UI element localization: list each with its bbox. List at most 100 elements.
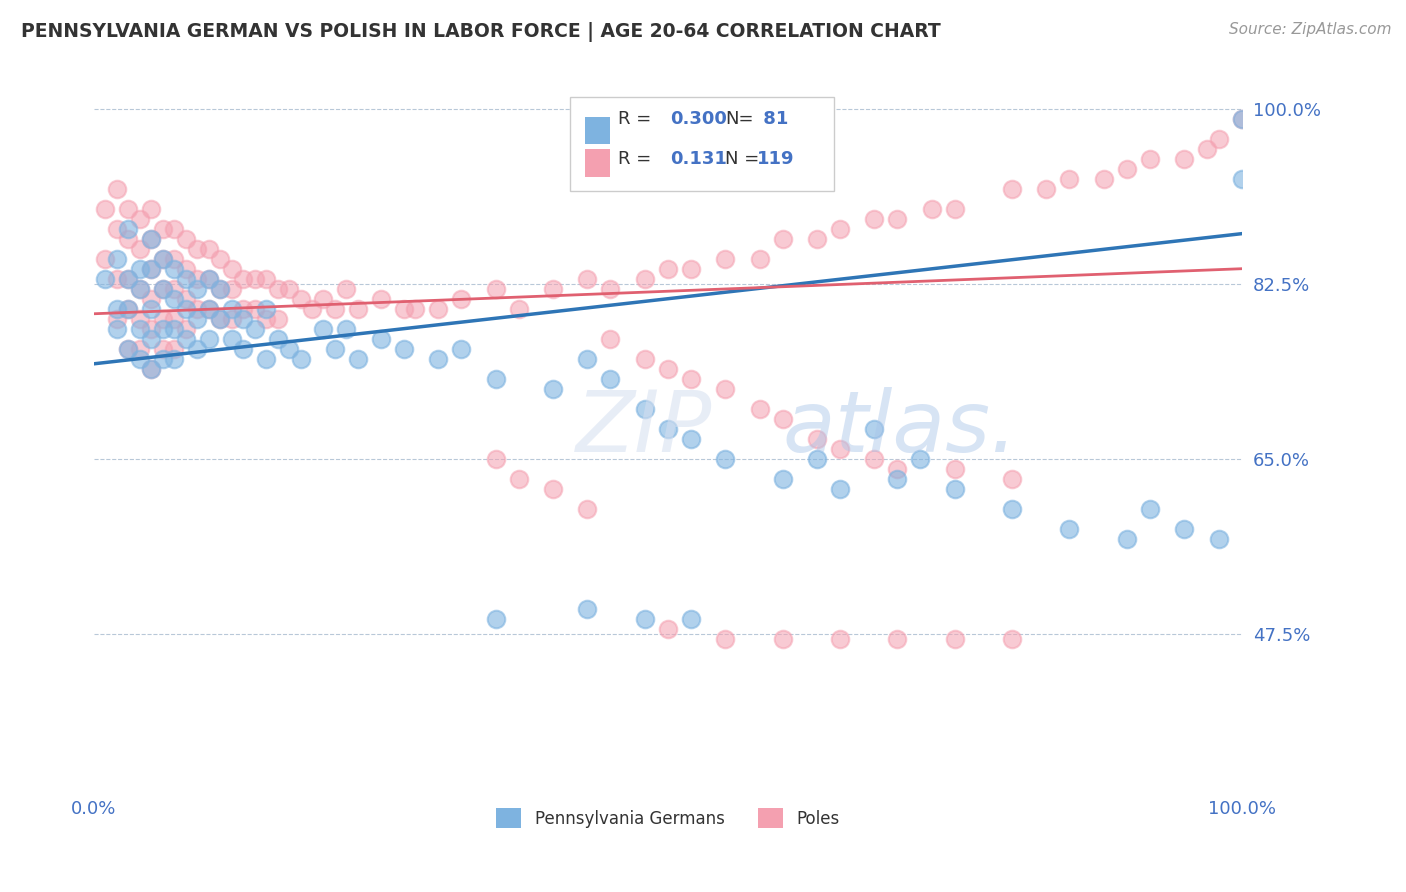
Point bbox=[1197, 142, 1219, 156]
Point bbox=[117, 221, 139, 235]
Point bbox=[943, 462, 966, 476]
Point bbox=[117, 301, 139, 316]
Point bbox=[197, 271, 219, 285]
Text: Source: ZipAtlas.com: Source: ZipAtlas.com bbox=[1229, 22, 1392, 37]
Point bbox=[335, 322, 357, 336]
Point bbox=[863, 451, 886, 466]
Point bbox=[117, 342, 139, 356]
Point bbox=[117, 202, 139, 216]
Point bbox=[828, 482, 851, 496]
Point bbox=[232, 271, 254, 285]
Point bbox=[634, 612, 657, 626]
Point bbox=[427, 301, 450, 316]
Point bbox=[232, 301, 254, 316]
Point bbox=[772, 412, 794, 426]
Point bbox=[266, 332, 288, 346]
Point bbox=[886, 462, 908, 476]
Point bbox=[141, 301, 163, 316]
Point bbox=[152, 252, 174, 266]
Point bbox=[772, 472, 794, 486]
Point bbox=[163, 221, 186, 235]
Point bbox=[634, 271, 657, 285]
Point bbox=[141, 361, 163, 376]
Point bbox=[152, 351, 174, 366]
Point bbox=[94, 252, 117, 266]
Point bbox=[128, 282, 150, 296]
Point bbox=[209, 311, 232, 326]
Point bbox=[576, 351, 599, 366]
Point bbox=[105, 181, 128, 195]
Point bbox=[163, 261, 186, 276]
Point bbox=[186, 311, 208, 326]
Point bbox=[163, 311, 186, 326]
Point bbox=[117, 301, 139, 316]
Point bbox=[163, 342, 186, 356]
Point bbox=[266, 311, 288, 326]
Point bbox=[197, 301, 219, 316]
Point bbox=[427, 351, 450, 366]
Point bbox=[209, 311, 232, 326]
Text: 81: 81 bbox=[758, 110, 789, 128]
Point bbox=[1059, 522, 1081, 536]
Point bbox=[450, 292, 472, 306]
Point bbox=[254, 351, 277, 366]
Point bbox=[1230, 112, 1253, 126]
Point bbox=[105, 322, 128, 336]
Point bbox=[186, 282, 208, 296]
Point bbox=[508, 301, 530, 316]
Point bbox=[323, 301, 346, 316]
Bar bbox=[585, 149, 610, 177]
Point bbox=[221, 282, 243, 296]
Point bbox=[243, 322, 266, 336]
Point bbox=[599, 332, 621, 346]
Point bbox=[1139, 502, 1161, 516]
Point bbox=[290, 351, 312, 366]
Point bbox=[105, 252, 128, 266]
Point bbox=[221, 261, 243, 276]
Point bbox=[1059, 171, 1081, 186]
Point bbox=[1001, 632, 1024, 646]
Point bbox=[886, 632, 908, 646]
FancyBboxPatch shape bbox=[571, 97, 834, 191]
Point bbox=[163, 282, 186, 296]
Point bbox=[141, 261, 163, 276]
Point bbox=[886, 472, 908, 486]
Point bbox=[1115, 532, 1137, 546]
Point bbox=[128, 311, 150, 326]
Point bbox=[484, 612, 506, 626]
Point bbox=[828, 221, 851, 235]
Legend: Pennsylvania Germans, Poles: Pennsylvania Germans, Poles bbox=[489, 801, 846, 835]
Point bbox=[174, 292, 197, 306]
Point bbox=[943, 632, 966, 646]
Point bbox=[163, 252, 186, 266]
Point bbox=[541, 482, 564, 496]
Point bbox=[163, 292, 186, 306]
Point bbox=[186, 301, 208, 316]
Point bbox=[186, 342, 208, 356]
Point bbox=[679, 612, 702, 626]
Point bbox=[163, 322, 186, 336]
Text: N =: N = bbox=[725, 150, 759, 168]
Point bbox=[221, 301, 243, 316]
Point bbox=[128, 351, 150, 366]
Text: R =: R = bbox=[619, 110, 658, 128]
Point bbox=[541, 282, 564, 296]
Point bbox=[312, 292, 335, 306]
Text: ZIP: ZIP bbox=[576, 387, 713, 470]
Point bbox=[152, 221, 174, 235]
Point bbox=[679, 372, 702, 386]
Point bbox=[714, 451, 737, 466]
Point bbox=[484, 372, 506, 386]
Point bbox=[105, 271, 128, 285]
Point bbox=[347, 301, 370, 316]
Point bbox=[174, 271, 197, 285]
Point bbox=[105, 311, 128, 326]
Point bbox=[657, 622, 679, 636]
Point bbox=[278, 282, 301, 296]
Point bbox=[1173, 522, 1195, 536]
Bar bbox=[585, 117, 610, 145]
Point bbox=[232, 311, 254, 326]
Point bbox=[657, 361, 679, 376]
Point bbox=[186, 242, 208, 256]
Point bbox=[450, 342, 472, 356]
